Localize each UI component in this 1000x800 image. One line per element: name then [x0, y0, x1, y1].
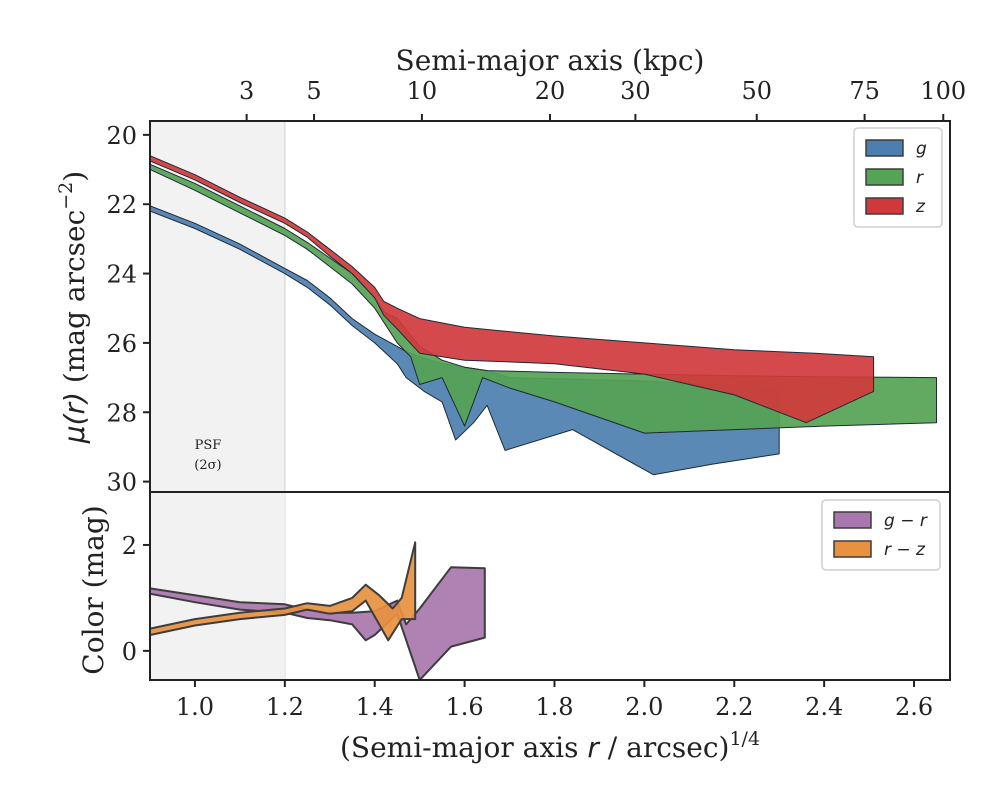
- top-tick-label: 3: [239, 77, 254, 105]
- y-tick-label: 2: [122, 532, 137, 560]
- legend-swatch: [865, 168, 904, 186]
- top-tick-label: 10: [407, 77, 438, 105]
- top-tick-label: 30: [620, 77, 651, 105]
- x-label-var: r: [587, 731, 600, 764]
- y-label-part: ): [58, 392, 91, 405]
- legend-label: z: [915, 197, 926, 217]
- x-label-part: / arcsec): [599, 731, 730, 764]
- legend-label: g − r: [884, 511, 928, 531]
- top-axis-title: Semi-major axis (kpc): [396, 44, 705, 77]
- x-tick-label: 2.4: [805, 693, 843, 721]
- top-tick-label: 5: [306, 77, 321, 105]
- legend-swatch: [865, 139, 904, 157]
- axis-labels: Semi-major axis (kpc)μ(r) (mag arcsec−2)…: [55, 44, 760, 764]
- y-tick-label: 24: [106, 261, 137, 289]
- top-tick-label: 100: [920, 77, 966, 105]
- y-tick-label: 22: [106, 191, 137, 219]
- y-tick-label: 30: [106, 469, 137, 497]
- y-tick-label: 20: [106, 122, 137, 150]
- color-panel: 0 2 1.0 1.2 1.4 1.6 1.8 2.0 2.2 2.4 2.6 g − r r − z: [122, 491, 951, 721]
- y-axis-title-bottom: Color (mag): [77, 505, 110, 674]
- legend-swatch: [833, 511, 872, 529]
- x-tick-label: 1.2: [266, 693, 304, 721]
- x-tick-label: 2.0: [625, 693, 663, 721]
- legend-label: r: [916, 168, 924, 188]
- top-bands: [150, 155, 937, 476]
- y-tick-label: 28: [106, 399, 137, 427]
- y-label-part: (mag arcsec: [58, 210, 91, 392]
- top-tick-label: 75: [849, 77, 880, 105]
- y-label-part: r: [58, 401, 91, 414]
- band-z: [150, 155, 875, 424]
- psf-shaded-region-bottom: [150, 492, 285, 680]
- x-tick-label: 2.2: [715, 693, 753, 721]
- psf-sublabel: (2σ): [194, 458, 221, 473]
- x-label-exponent: 1/4: [729, 728, 760, 750]
- y-axis-title-top: μ(r) (mag arcsec−2): [55, 171, 91, 444]
- y-label-close: ): [58, 171, 91, 182]
- y-tick-label: 0: [122, 638, 137, 666]
- bottom-bands: [150, 541, 486, 680]
- legend-swatch: [865, 197, 904, 215]
- legend-swatch: [833, 540, 872, 558]
- y-label-part: μ(: [58, 413, 91, 444]
- x-tick-label: 1.8: [535, 693, 573, 721]
- bottom-axes-frame: [149, 491, 951, 681]
- top-tick-label: 50: [741, 77, 772, 105]
- x-tick-label: 1.6: [446, 693, 484, 721]
- psf-label: PSF: [195, 438, 222, 453]
- x-tick-label: 1.4: [356, 693, 394, 721]
- top-tick-label: 20: [535, 77, 566, 105]
- x-label-part: (Semi-major axis: [340, 731, 587, 764]
- psf-shaded-region: [150, 121, 285, 492]
- x-axis-title: (Semi-major axis r / arcsec)1/4: [340, 728, 760, 764]
- band-r-minus-z: [150, 541, 417, 642]
- legend-label: g: [916, 139, 927, 159]
- legend-label: r − z: [884, 540, 926, 560]
- y-tick-label: 26: [106, 330, 137, 358]
- x-tick-label: 1.0: [176, 693, 214, 721]
- y-label-exponent: −2: [55, 182, 77, 210]
- x-tick-label: 2.6: [895, 693, 933, 721]
